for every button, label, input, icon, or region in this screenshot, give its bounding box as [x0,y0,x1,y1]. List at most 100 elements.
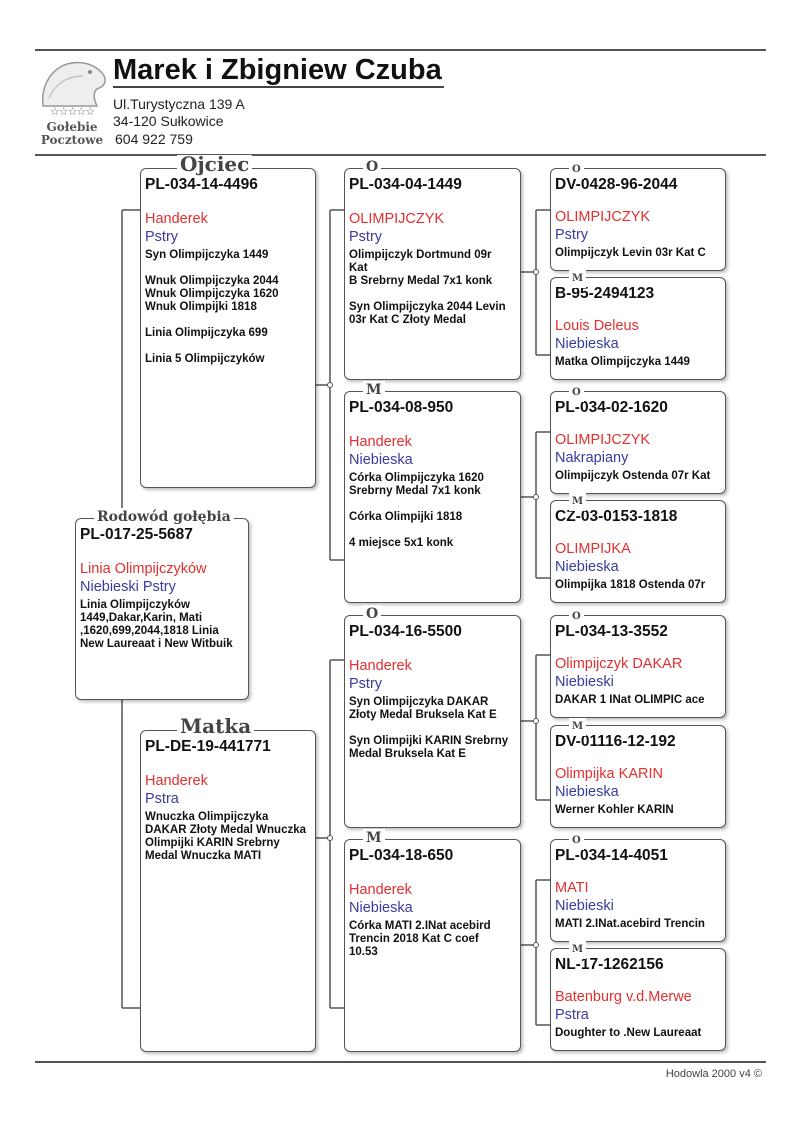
ring-number: PL-DE-19-441771 [145,738,271,755]
ring-number: PL-034-04-1449 [349,176,462,193]
pigeon-color: Pstry [349,676,383,692]
subject-box: Rodowód gołębia PL-017-25-5687 Linia Oli… [75,508,249,700]
gen2-box: M PL-034-18-650 Handerek Niebieska Córka… [344,829,521,1052]
pigeon-color: Niebieska [349,900,413,916]
pigeon-color: Niebieska [555,784,619,800]
connector-node [327,382,333,388]
mother-box: Matka PL-DE-19-441771 Handerek Pstra Wnu… [140,716,316,1052]
relation-label: M [363,829,385,847]
connector-node [327,835,333,841]
pigeon-notes: MATI 2.INat.acebird Trencin [555,918,705,930]
owner-name: Marek i Zbigniew Czuba [113,54,444,88]
pigeon-color: Niebieski [555,898,614,914]
gen3-box: M DV-01116-12-192 Olimpijka KARIN Niebie… [550,718,726,828]
pigeon-color: Pstra [555,1007,589,1023]
pigeon-color: Niebieski Pstry [80,579,176,595]
pigeon-notes: Linia Olimpijczyków 1449,Dakar,Karin, Ma… [80,599,233,650]
relation-label: Rodowód gołębia [94,508,234,526]
pigeon-color: Niebieska [349,452,413,468]
pigeon-notes: Syn Olimpijczyka DAKAR Złoty Medal Bruks… [349,696,509,760]
ring-number: DV-01116-12-192 [555,733,676,750]
pigeon-notes: DAKAR 1 INat OLIMPIC ace [555,694,705,706]
pigeon-color: Nakrapiany [555,450,629,466]
ring-number: PL-034-14-4051 [555,847,668,864]
pigeon-notes: Werner Kohler KARIN [555,804,674,816]
gen3-box: M NL-17-1262156 Batenburg v.d.Merwe Pstr… [550,941,726,1051]
relation-label: M [569,718,587,736]
gen3-box: M CZ-03-0153-1818 OLIMPIJKA Niebieska Ol… [550,493,726,603]
pigeon-notes: Córka Olimpijczyka 1620 Srebrny Medal 7x… [349,472,484,549]
connector-node [533,942,539,948]
pigeon-color: Niebieska [555,336,619,352]
footer-divider [35,1061,766,1063]
pigeon-name: OLIMPIJCZYK [349,211,445,227]
connector-node [533,494,539,500]
pigeon-notes: Olimpijczyk Levin 03r Kat C [555,247,706,259]
pigeon-notes: Olimpijczyk Ostenda 07r Kat [555,470,711,482]
connector-node [533,269,539,275]
pigeon-name: Handerek [349,658,412,674]
gen3-box: O PL-034-02-1620 OLIMPIJCZYK Nakrapiany … [550,384,726,494]
header-divider [35,154,766,156]
pigeon-color: Pstry [349,229,383,245]
pigeon-name: Batenburg v.d.Merwe [555,989,692,1005]
gen3-box: O PL-034-13-3552 Olimpijczyk DAKAR Niebi… [550,608,726,718]
relation-label: O [363,158,382,176]
gen3-box: O DV-0428-96-2044 OLIMPIJCZYK Pstry Olim… [550,161,726,271]
pigeon-notes: Córka MATI 2.INat acebird Trencin 2018 K… [349,920,491,958]
gen3-box: O PL-034-14-4051 MATI Niebieski MATI 2.I… [550,832,726,942]
pigeon-notes: Wnuczka Olimpijczyka DAKAR Złoty Medal W… [145,811,307,862]
ring-number: PL-034-13-3552 [555,623,668,640]
pigeon-color: Niebieski [555,674,614,690]
address-street: Ul.Turystyczna 139 A [113,96,245,112]
relation-label: O [569,832,584,850]
relation-label: Matka [177,716,255,736]
ring-number: PL-034-18-650 [349,847,454,864]
pigeon-name: Olimpijka KARIN [555,766,663,782]
relation-label: O [569,384,584,402]
pigeon-notes: Syn Olimpijczyka 1449 Wnuk Olimpijczyka … [145,249,279,365]
ring-number: PL-034-16-5500 [349,623,462,640]
pigeon-name: OLIMPIJKA [555,541,631,557]
relation-label: O [363,605,382,623]
pigeon-name: Handerek [349,882,412,898]
ring-number: PL-017-25-5687 [80,526,193,543]
pigeon-name: Louis Deleus [555,318,639,334]
footer-credit: Hodowla 2000 v4 © [665,1068,762,1080]
pigeon-notes: Doughter to .New Laureaat [555,1027,702,1039]
pigeon-notes: Matka Olimpijczyka 1449 [555,356,690,368]
pigeon-name: Handerek [145,211,208,227]
pigeon-name: Olimpijczyk DAKAR [555,656,683,672]
pigeon-name: MATI [555,880,589,896]
phone-number: 604 922 759 [115,131,193,147]
pigeon-logo: ☆☆☆☆☆ Gołebie Pocztowe [35,58,110,153]
pigeon-color: Pstry [555,227,589,243]
pigeon-name: OLIMPIJCZYK [555,209,651,225]
address-city: 34-120 Sułkowice [113,113,224,129]
gen2-box: O PL-034-04-1449 OLIMPIJCZYK Pstry Olimp… [344,158,521,380]
ring-number: PL-034-14-4496 [145,176,258,193]
top-divider [35,49,766,51]
ring-number: NL-17-1262156 [555,956,664,973]
pigeon-color: Pstry [145,229,179,245]
relation-label: M [363,381,385,399]
ring-number: B-95-2494123 [555,285,655,302]
pigeon-name: OLIMPIJCZYK [555,432,651,448]
relation-label: O [569,608,584,626]
pigeon-notes: Olimpijczyk Dortmund 09r Kat B Srebrny M… [349,249,506,326]
ring-number: CZ-03-0153-1818 [555,508,678,525]
gen2-box: M PL-034-08-950 Handerek Niebieska Córka… [344,381,521,603]
connector-node [533,718,539,724]
relation-label: O [569,161,584,179]
father-box: Ojciec PL-034-14-4496 Handerek Pstry Syn… [140,154,316,488]
relation-label: M [569,493,587,511]
pigeon-head-icon [41,61,106,107]
logo-text-2: Pocztowe [40,133,104,147]
gen3-box: M B-95-2494123 Louis Deleus Niebieska Ma… [550,270,726,380]
gen2-box: O PL-034-16-5500 Handerek Pstry Syn Olim… [344,605,521,828]
logo-text-1: Gołebie [46,120,98,134]
pigeon-name: Handerek [145,773,208,789]
logo-stars: ☆☆☆☆☆ [49,105,95,118]
